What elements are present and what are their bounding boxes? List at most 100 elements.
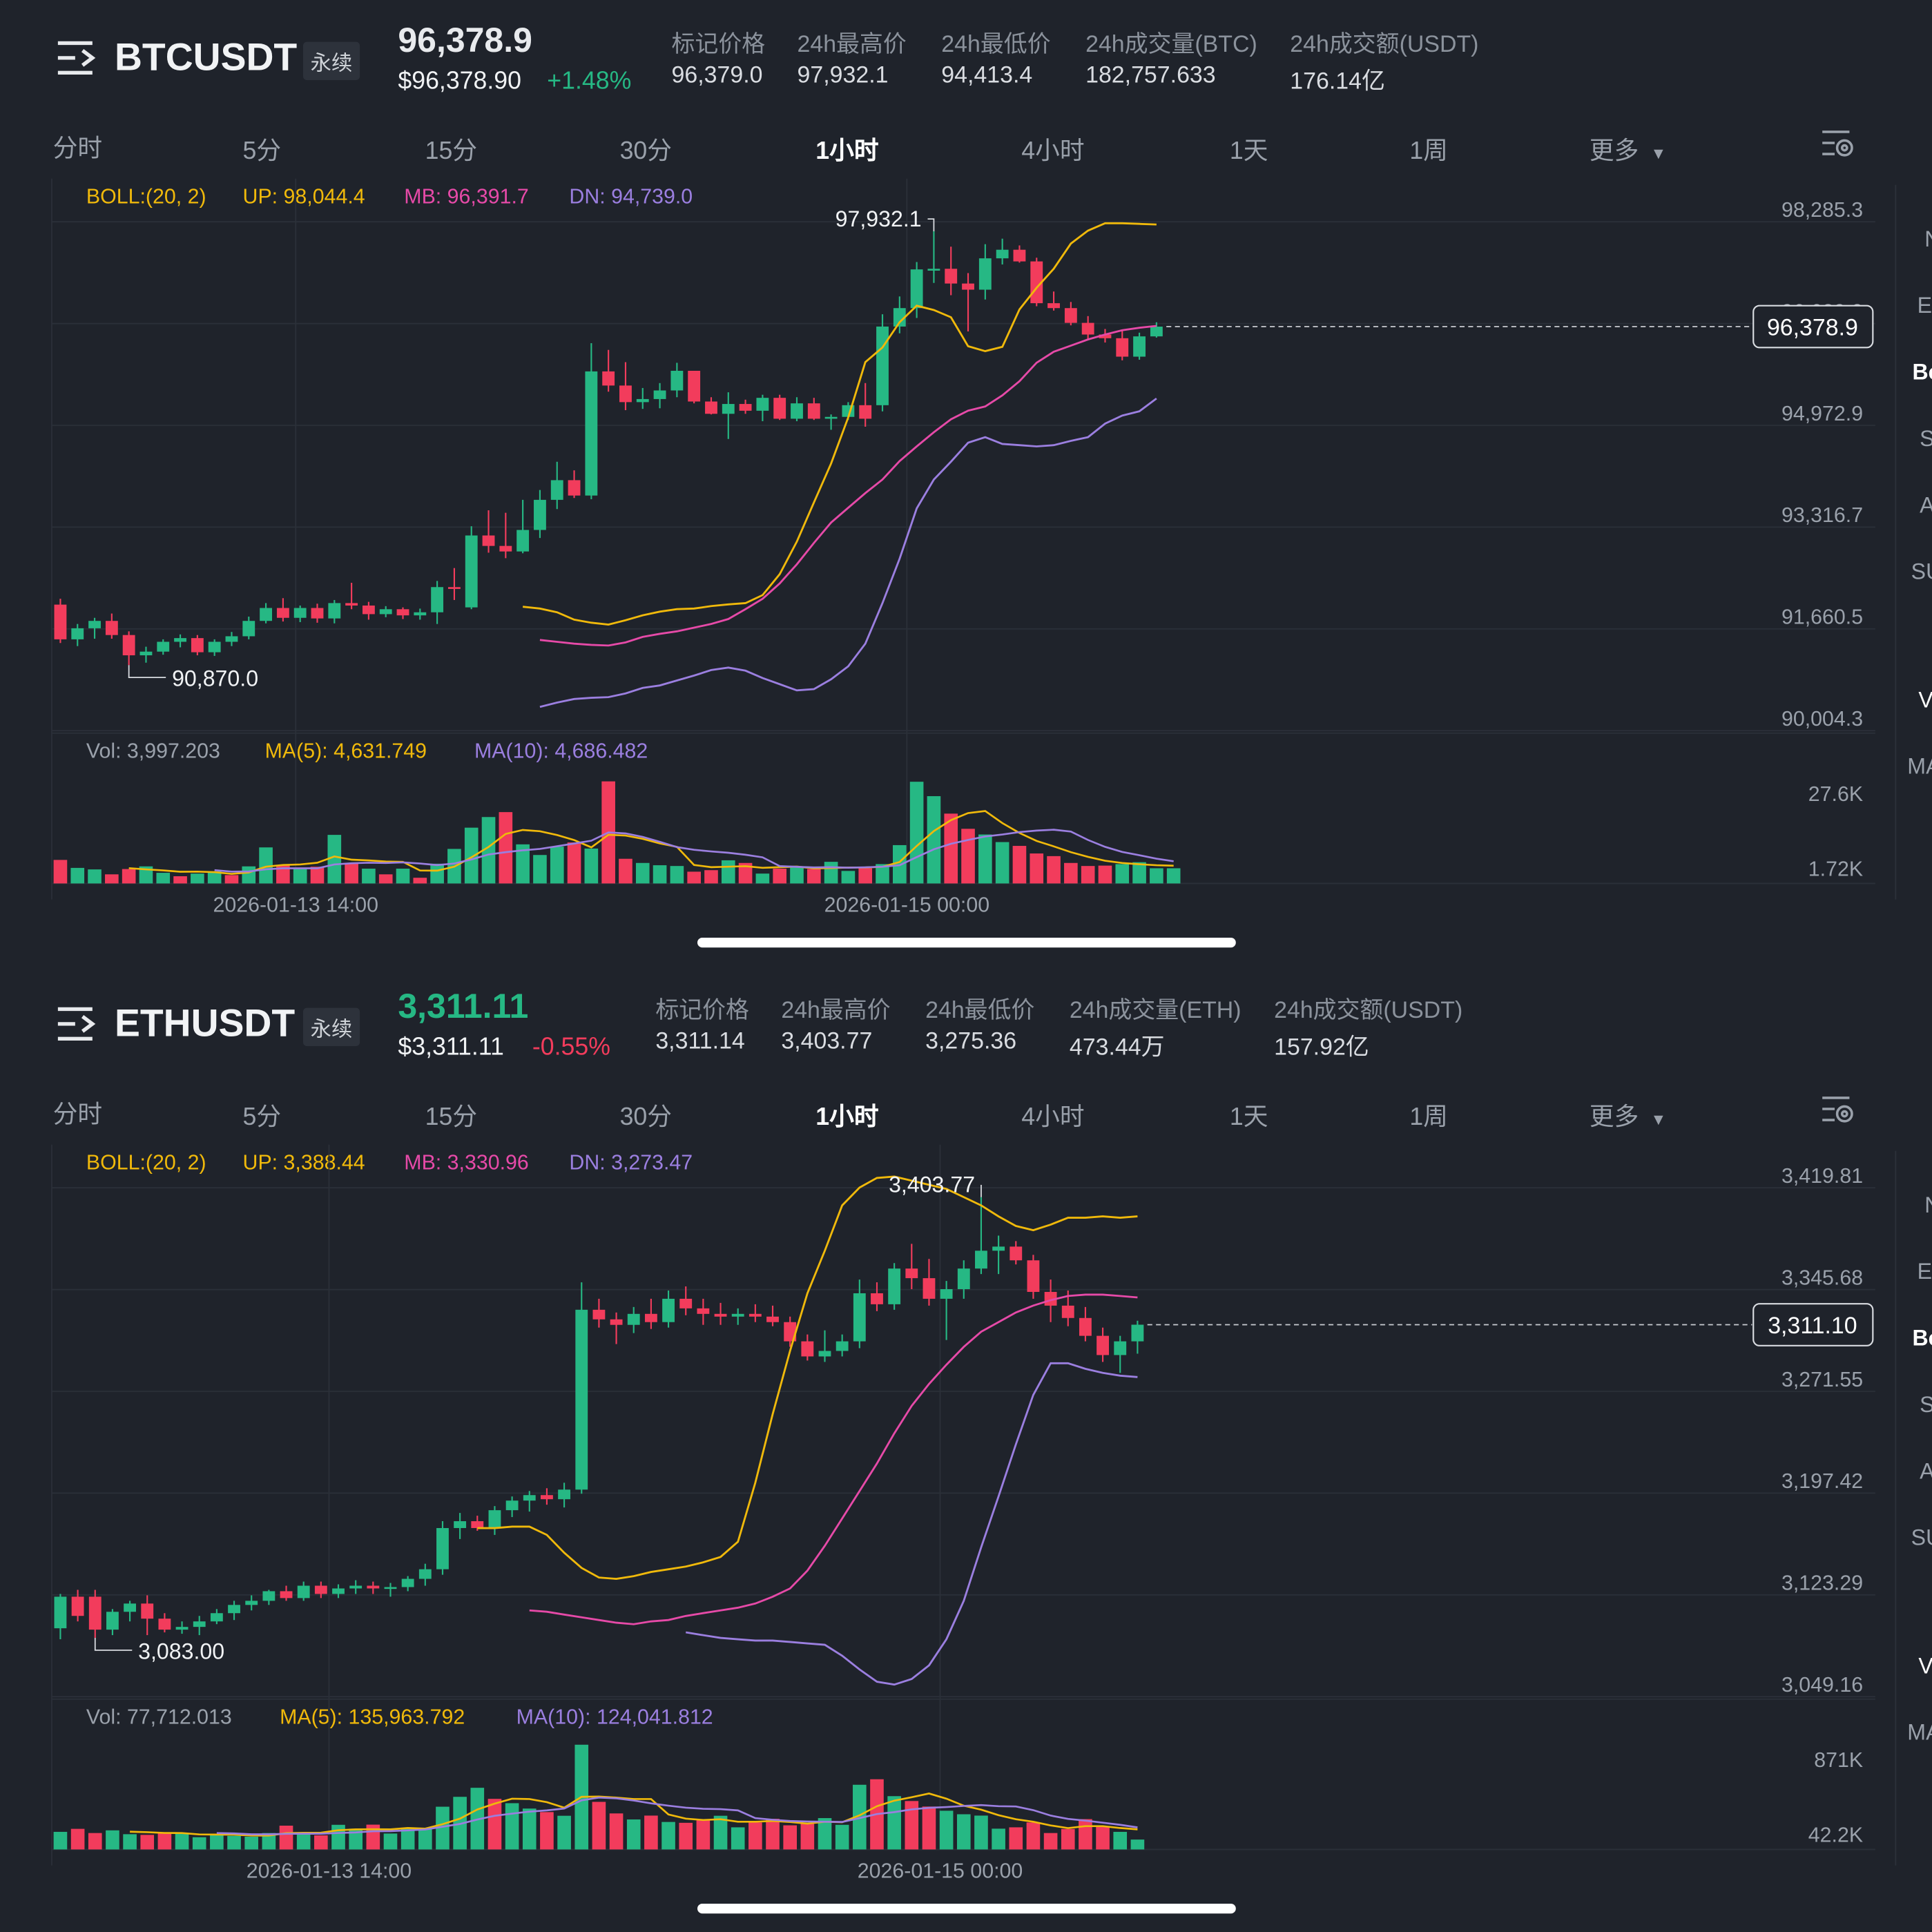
candle-body — [384, 1587, 397, 1590]
symbol-title[interactable]: ETHUSDT — [114, 1001, 296, 1045]
candle-body — [558, 1489, 571, 1500]
turnover-24h-value: 157.92亿 — [1274, 1034, 1369, 1061]
volume-bar — [755, 873, 770, 884]
volume-bar — [721, 860, 735, 884]
tab-5m[interactable]: 5分 — [242, 137, 282, 166]
volume-bar — [992, 1828, 1005, 1850]
chart-settings-icon[interactable] — [1820, 128, 1855, 160]
tab-4h[interactable]: 4小时 — [1021, 137, 1085, 166]
candle-body — [835, 1341, 849, 1351]
volume-bar — [661, 1822, 675, 1850]
candle-body — [871, 1293, 883, 1304]
chart-settings-icon[interactable] — [1820, 1094, 1855, 1126]
edge-letter: Bc — [1912, 1326, 1932, 1351]
price-axis-label: 98,285.3 — [1781, 199, 1863, 222]
candle-body — [157, 641, 170, 652]
tab-30m[interactable]: 30分 — [619, 1103, 672, 1132]
scroll-indicator[interactable] — [697, 1903, 1236, 1914]
candlestick-chart[interactable]: 3,419.81 3,345.68 3,271.55 3,197.42 3,123.29… — [0, 966, 1932, 1932]
change-percent: -0.55% — [532, 1034, 610, 1061]
candle-body — [1044, 1291, 1057, 1306]
edge-letter: S — [1920, 426, 1932, 452]
volume-ma10-line — [216, 1796, 1138, 1835]
tab-timeline[interactable]: 分时 — [52, 1101, 103, 1129]
volume-bar — [88, 869, 102, 884]
tab-15m[interactable]: 15分 — [425, 137, 478, 166]
volume-bar — [939, 1810, 954, 1850]
menu-expand-icon[interactable] — [55, 1005, 99, 1043]
tab-1d[interactable]: 1天 — [1229, 137, 1268, 166]
price-axis-label: 94,972.9 — [1781, 403, 1863, 425]
candle-body — [784, 1322, 797, 1342]
price-axis-label: 3,345.68 — [1781, 1266, 1863, 1289]
candle-body — [158, 1619, 171, 1630]
dropdown-caret-icon: ▼ — [1650, 1110, 1667, 1129]
candlestick-chart[interactable]: 98,285.396,629.094,972.993,316.791,660.5… — [0, 0, 1932, 966]
candle-body — [1010, 1246, 1023, 1261]
candle-body — [88, 1596, 102, 1630]
volume-bar — [173, 876, 187, 884]
candle-body — [1013, 249, 1026, 262]
symbol-title[interactable]: BTCUSDT — [114, 35, 298, 79]
high-marker-line — [927, 218, 935, 231]
volume-bar — [1113, 1831, 1128, 1850]
tab-timeline[interactable]: 分时 — [52, 135, 103, 163]
candle-body — [245, 1601, 258, 1605]
candle-body — [541, 1495, 553, 1500]
candle-body — [888, 1268, 901, 1304]
volume-bar — [567, 842, 581, 884]
volume-bar — [978, 834, 992, 884]
tab-1w[interactable]: 1周 — [1409, 137, 1448, 166]
tab-1h[interactable]: 1小时 — [815, 1103, 879, 1132]
last-price-tag-text: 3,311.10 — [1768, 1313, 1857, 1339]
candle-body — [688, 370, 701, 402]
time-axis-label: 2026-01-13 14:00 — [247, 1859, 412, 1882]
volume-bar — [1098, 865, 1112, 884]
candle-body — [585, 371, 598, 496]
candle-body — [714, 1313, 727, 1317]
volume-axis-label: 1.72K — [1808, 858, 1863, 881]
tab-1d[interactable]: 1天 — [1229, 1103, 1268, 1132]
volume-bar — [748, 1822, 762, 1850]
tab-15m[interactable]: 15分 — [425, 1103, 478, 1132]
candle-body — [592, 1309, 606, 1320]
ethusdt-panel: ETHUSDT 永续 3,311.11 $3,311.11 -0.55% 标记价… — [0, 966, 1932, 1932]
candle-body — [106, 1612, 119, 1630]
candle-body — [1097, 1335, 1109, 1355]
tab-1w[interactable]: 1周 — [1409, 1103, 1448, 1132]
volume-bar — [876, 864, 889, 884]
candle-body — [1150, 327, 1163, 337]
tab-1h[interactable]: 1小时 — [815, 137, 879, 166]
candle-body — [141, 1603, 154, 1619]
high-price-label: 3,403.77 — [889, 1172, 975, 1197]
candle-body — [996, 249, 1009, 259]
mark-price-label: 标记价格 — [671, 32, 766, 58]
scroll-indicator[interactable] — [697, 937, 1236, 948]
usd-price: $96,378.90 — [398, 68, 522, 95]
boll-lower-line — [539, 397, 1157, 708]
candle-body — [174, 638, 186, 642]
turnover-24h-label: 24h成交额(USDT) — [1274, 998, 1463, 1024]
mark-price-value: 3,311.14 — [655, 1029, 745, 1055]
volume-bar — [696, 1820, 711, 1850]
volume-bar — [557, 1815, 571, 1850]
tab-5m[interactable]: 5分 — [242, 1103, 282, 1132]
candle-body — [962, 283, 974, 290]
menu-expand-icon[interactable] — [55, 39, 99, 77]
price-axis-label: 3,197.42 — [1781, 1470, 1863, 1493]
tab-4h[interactable]: 4小时 — [1021, 1103, 1085, 1132]
tab-30m[interactable]: 30分 — [619, 137, 672, 166]
candle-body — [297, 1585, 310, 1598]
volume-bar — [909, 782, 924, 884]
boll-params: BOLL:(20, 2) — [86, 1150, 206, 1175]
edge-letter: MA — [1907, 1720, 1932, 1745]
volume-bar — [383, 1833, 398, 1850]
tab-more[interactable]: 更多 ▼ — [1590, 131, 1666, 166]
candle-body — [314, 1585, 327, 1594]
candle-body — [1079, 1317, 1092, 1336]
turnover-24h-value: 176.14亿 — [1290, 68, 1385, 95]
candle-body — [482, 535, 495, 546]
volume-bar — [210, 1834, 224, 1850]
tab-more[interactable]: 更多 ▼ — [1590, 1097, 1666, 1132]
candle-body — [748, 1313, 762, 1317]
